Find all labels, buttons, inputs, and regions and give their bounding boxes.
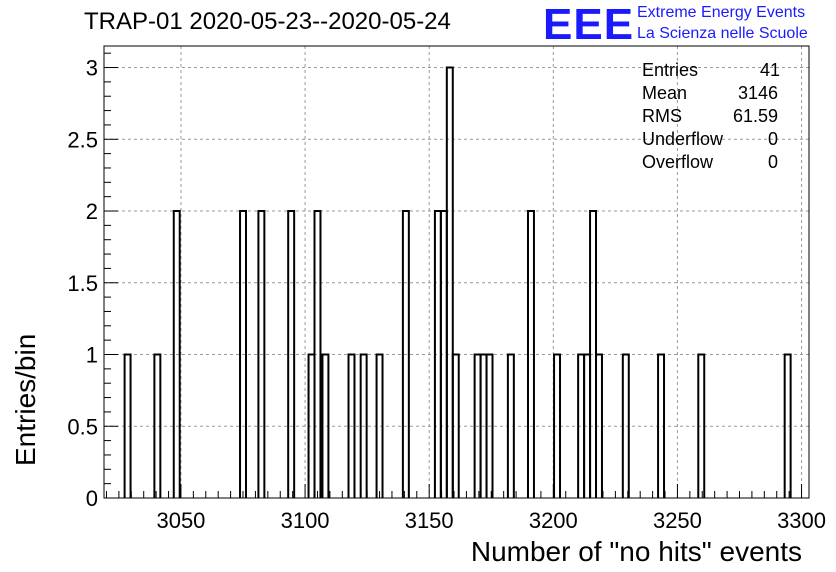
y-tick-label: 1 [86,343,98,368]
y-tick-label: 2.5 [67,127,98,152]
histogram-bin [445,66,454,498]
x-tick-label: 3300 [777,508,826,533]
stat-rms-value: 61.59 [732,106,778,126]
eee-logo: EEE [543,0,635,49]
chart-title: TRAP-01 2020-05-23--2020-05-24 [84,8,451,35]
histogram-bin [506,353,515,498]
stat-overflow-label: Overflow [642,152,714,172]
histogram-bin [401,210,410,498]
stat-rms-label: RMS [642,106,682,126]
y-tick-label: 1.5 [67,271,98,296]
histogram-bin [239,210,247,498]
x-tick-label: 3050 [156,508,205,533]
histogram-bin [313,210,322,498]
histogram-bin [485,353,494,498]
histogram-bin [526,210,535,498]
y-tick-label: 3 [86,56,98,81]
histogram-bin [783,353,792,498]
histogram-bin [153,353,162,498]
histogram-bin [621,353,630,498]
histogram-bin [595,353,603,498]
histogram-bin [172,210,181,498]
x-tick-label: 3200 [529,508,578,533]
stat-underflow-value: 0 [767,129,778,149]
histogram-bin [359,353,368,498]
y-axis-label: Entries/bin [10,333,41,466]
logo-line-1: Extreme Energy Events [637,4,806,21]
y-tick-label: 0.5 [67,414,98,439]
histogram-bin [553,353,562,498]
x-tick-label: 3150 [405,508,454,533]
stat-entries-label: Entries [642,60,699,80]
x-tick-label: 3250 [653,508,702,533]
stat-entries-value: 41 [760,60,781,80]
stat-mean-value: 3146 [737,83,778,103]
logo-line-2: La Scienza nelle Scuole [637,25,808,42]
y-tick-label: 2 [86,199,98,224]
histogram-bin [697,353,706,498]
plot-frame [103,45,810,499]
histogram-bin [347,353,356,498]
histogram-bin [451,353,460,498]
y-tick-label: 0 [86,486,98,511]
stat-mean-label: Mean [642,83,688,103]
stat-underflow-label: Underflow [642,129,724,149]
x-tick-label: 3100 [281,508,330,533]
histogram-bin [321,353,330,498]
histogram-bin [657,353,666,498]
histogram-bin [257,210,266,498]
x-axis-label: Number of "no hits" events [470,536,802,567]
histogram-bin [375,353,384,498]
histogram-bin [123,353,132,498]
histogram-bin [287,210,296,498]
stat-overflow-value: 0 [767,152,778,172]
